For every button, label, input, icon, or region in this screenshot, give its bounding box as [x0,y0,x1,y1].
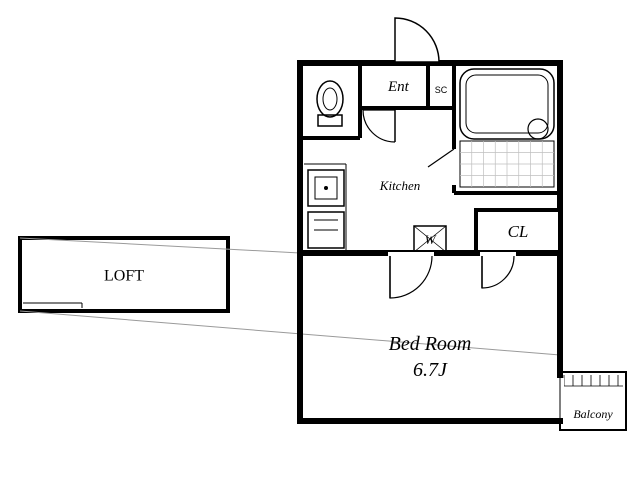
bedroom-size: 6.7J [413,359,448,381]
washer-label: W [425,232,437,247]
balcony-label: Balcony [573,407,613,421]
ent-label: Ent [387,79,410,95]
closet-label: CL [508,222,529,241]
kitchen-label: Kitchen [379,178,420,193]
loft-label: LOFT [104,268,144,285]
sc-label: SC [435,85,448,95]
floorplan-diagram: LOFT Ent SC Kitchen W CL Bed Room 6.7J Balcony [0,0,640,500]
bedroom-label: Bed Room [389,333,472,355]
